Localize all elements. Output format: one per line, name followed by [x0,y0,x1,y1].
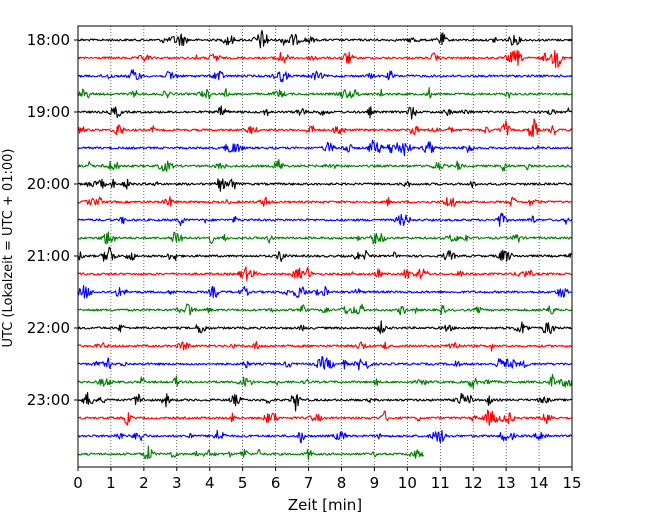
x-axis-label: Zeit [min] [288,496,362,514]
y-tick-label: 20:00 [27,175,70,193]
trace-row [77,69,572,83]
y-tick-label: 19:00 [27,103,70,121]
trace-rows [77,29,573,461]
y-tick-label: 21:00 [27,247,70,265]
trace-row [77,445,425,461]
x-tick-label: 12 [464,474,483,492]
trace-row [77,246,573,263]
y-tick-label: 22:00 [27,319,70,337]
trace-row [77,320,572,335]
trace-row [77,231,573,245]
x-tick-label: 2 [139,474,149,492]
trace-row [77,409,572,426]
x-tick-label: 4 [205,474,215,492]
x-tick-label: 8 [337,474,347,492]
x-tick-label: 1 [106,474,116,492]
trace-row [77,355,572,371]
y-tick-label: 23:00 [27,391,70,409]
trace-row [77,29,573,49]
trace-row [77,303,573,316]
x-tick-label: 3 [172,474,182,492]
trace-row [77,373,573,389]
trace-row [77,212,573,227]
x-axis-ticks: 0 1 2 3 4 5 6 7 8 9 10 11 12 13 14 15 [73,467,582,492]
trace-row [77,86,572,100]
trace-row [77,391,572,412]
x-tick-label: 5 [238,474,248,492]
x-tick-label: 10 [398,474,417,492]
trace-row [77,158,572,172]
x-tick-label: 0 [73,474,83,492]
trace-row [77,196,572,207]
trace-row [77,429,573,444]
trace-row [77,284,572,299]
trace-row [77,49,573,69]
x-tick-label: 13 [497,474,516,492]
trace-row [77,178,572,192]
trace-row [77,340,572,352]
trace-row [77,105,573,120]
x-tick-label: 6 [271,474,281,492]
x-tick-label: 11 [431,474,450,492]
x-tick-label: 9 [370,474,380,492]
trace-row [77,139,573,157]
y-axis-ticks: 18:00 19:00 20:00 21:00 22:00 23:00 [27,31,78,409]
x-tick-label: 15 [562,474,581,492]
trace-row [77,266,572,281]
x-tick-label: 14 [530,474,549,492]
trace-row [77,118,573,138]
plot-frame [77,25,573,468]
x-tick-label: 7 [304,474,314,492]
y-axis-label: UTC (Lokalzeit = UTC + 01:00) [1,149,16,348]
y-tick-label: 18:00 [27,31,70,49]
